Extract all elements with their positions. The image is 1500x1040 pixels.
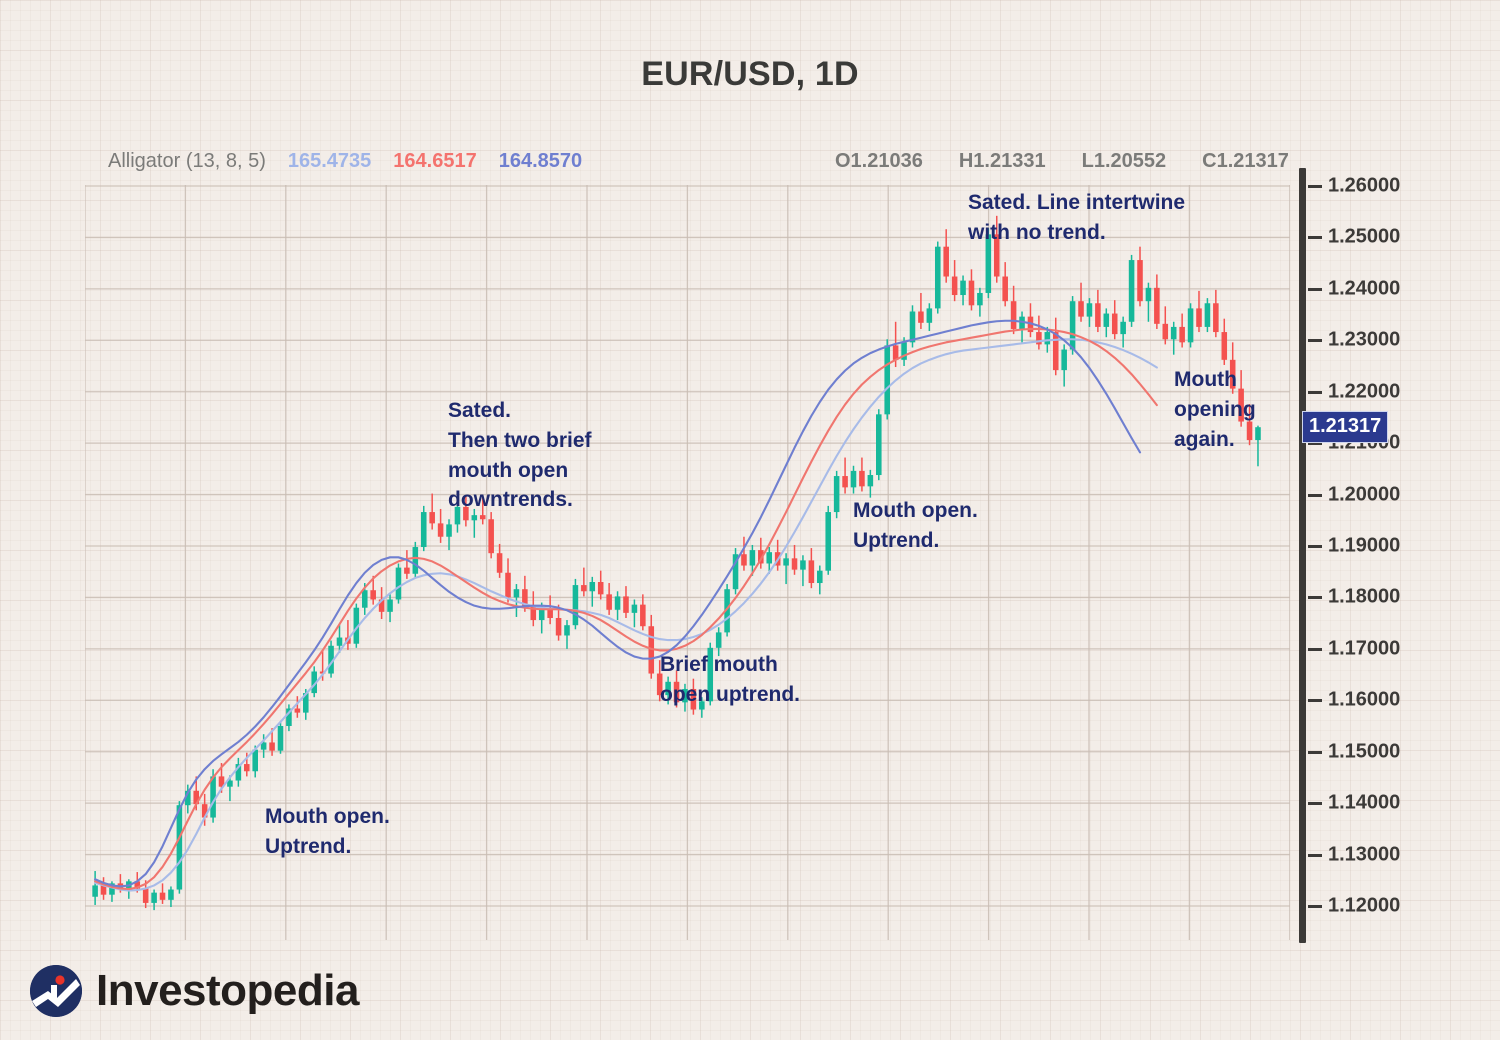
alligator-line bbox=[94, 327, 1158, 891]
price-tick bbox=[1308, 493, 1322, 497]
alligator-line bbox=[94, 338, 1158, 892]
alligator-lines bbox=[94, 319, 1158, 892]
price-tick bbox=[1308, 185, 1322, 188]
price-tick-label: 1.19000 bbox=[1328, 534, 1401, 557]
price-tick bbox=[1308, 596, 1322, 600]
chart-title: EUR/USD, 1D bbox=[641, 55, 859, 93]
ohlc-field-3: C1.21317 bbox=[1202, 150, 1289, 172]
investopedia-logo: Investopedia bbox=[30, 965, 359, 1017]
price-tick-label: 1.24000 bbox=[1328, 277, 1401, 300]
indicator-value-3: 164.8570 bbox=[498, 150, 583, 172]
alligator-line bbox=[94, 319, 1142, 888]
price-tick bbox=[1308, 699, 1322, 703]
price-tick-label: 1.18000 bbox=[1328, 585, 1401, 608]
annotation-sated-no-trend: Sated. Line intertwine with no trend. bbox=[968, 191, 1186, 244]
ohlc-readout: O1.21036 H1.21331 L1.20552 C1.21317 bbox=[835, 150, 1289, 173]
investopedia-wordmark: Investopedia bbox=[96, 966, 359, 1015]
annotation-brief-mouth-open-uptrend: Brief mouth open uptrend. bbox=[660, 653, 800, 706]
price-tick bbox=[1308, 750, 1322, 754]
price-tick bbox=[1308, 545, 1322, 548]
price-tick-label: 1.25000 bbox=[1328, 225, 1401, 248]
price-tick-label: 1.12000 bbox=[1328, 894, 1401, 917]
candlestick-plot bbox=[85, 185, 1290, 940]
annotation-mouth-opening-again: Mouth opening again. bbox=[1174, 368, 1256, 451]
investopedia-mark-icon bbox=[30, 965, 82, 1017]
gridlines bbox=[85, 185, 1290, 940]
price-tick bbox=[1308, 236, 1322, 240]
price-tick-label: 1.16000 bbox=[1328, 688, 1401, 711]
price-tick bbox=[1308, 647, 1322, 651]
indicator-value-1: 165.4735 bbox=[287, 150, 372, 172]
price-tick bbox=[1308, 905, 1322, 908]
price-axis-rail bbox=[1299, 168, 1306, 943]
price-tick bbox=[1308, 442, 1322, 446]
price-tick-label: 1.23000 bbox=[1328, 328, 1401, 351]
annotation-sated-downtrends: Sated. Then two brief mouth open downtre… bbox=[448, 399, 592, 512]
current-price-badge: 1.21317 bbox=[1302, 410, 1389, 443]
annotation-mouth-open-uptrend-right: Mouth open. Uptrend. bbox=[853, 499, 978, 552]
candlestick-series bbox=[92, 215, 1261, 911]
price-tick-label: 1.26000 bbox=[1328, 174, 1401, 197]
price-tick-label: 1.17000 bbox=[1328, 637, 1401, 660]
price-tick bbox=[1308, 853, 1322, 857]
price-tick bbox=[1308, 287, 1322, 291]
price-tick bbox=[1308, 339, 1322, 343]
indicator-legend: Alligator (13, 8, 5) 165.4735 164.6517 164.… bbox=[108, 150, 582, 173]
price-tick-label: 1.13000 bbox=[1328, 843, 1401, 866]
ohlc-field-2: L1.20552 bbox=[1081, 150, 1167, 172]
chart-svg bbox=[85, 185, 1290, 940]
price-tick-label: 1.14000 bbox=[1328, 791, 1401, 814]
indicator-name: Alligator (13, 8, 5) bbox=[108, 150, 266, 172]
ohlc-field-0: O1.21036 bbox=[835, 150, 923, 172]
price-tick bbox=[1308, 802, 1322, 806]
price-tick-label: 1.22000 bbox=[1328, 380, 1401, 403]
annotation-mouth-open-uptrend-left: Mouth open. Uptrend. bbox=[265, 805, 390, 858]
price-tick bbox=[1308, 390, 1322, 394]
ohlc-field-1: H1.21331 bbox=[958, 150, 1046, 172]
price-tick-label: 1.20000 bbox=[1328, 483, 1401, 506]
price-tick-label: 1.15000 bbox=[1328, 740, 1401, 763]
indicator-value-2: 164.6517 bbox=[393, 150, 477, 172]
